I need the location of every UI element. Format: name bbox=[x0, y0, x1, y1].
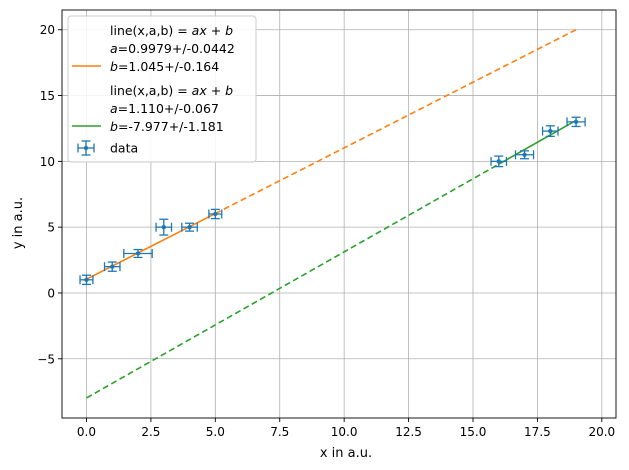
y-axis-ticks: −5 0 5 10 15 20 bbox=[37, 23, 62, 366]
data-point bbox=[514, 150, 535, 160]
data-marker bbox=[573, 119, 579, 125]
y-tick-label: 5 bbox=[47, 221, 55, 235]
x-tick-label: 10.0 bbox=[331, 425, 358, 439]
legend-box bbox=[67, 15, 257, 163]
data-marker bbox=[213, 211, 218, 217]
plot-lines bbox=[86, 28, 577, 399]
legend: line(x,a,b) = ax + b a=0.9979+/-0.0442 b=1… bbox=[67, 15, 257, 163]
fit-extrapolation-line-1 bbox=[214, 28, 577, 215]
legend-fit-param-b: b=-7.977+/-1.181 bbox=[110, 119, 224, 134]
x-tick-label: 2.5 bbox=[141, 425, 160, 439]
data-point bbox=[123, 248, 153, 259]
legend-data-marker bbox=[83, 145, 89, 151]
data-point bbox=[79, 274, 94, 286]
data-point bbox=[490, 155, 508, 168]
data-point bbox=[566, 116, 586, 128]
data-points bbox=[79, 116, 586, 286]
x-tick-label: 0.0 bbox=[77, 425, 96, 439]
legend-fit-param-a: a=0.9979+/-0.0442 bbox=[110, 41, 235, 56]
legend-data-label: data bbox=[110, 141, 138, 156]
data-point bbox=[541, 125, 559, 137]
data-marker bbox=[135, 251, 141, 256]
legend-fit-formula: line(x,a,b) = ax + b bbox=[110, 83, 233, 98]
data-point bbox=[181, 222, 198, 232]
data-marker bbox=[187, 224, 192, 230]
data-marker bbox=[161, 224, 166, 230]
legend-entry-fit-2: line(x,a,b) = ax + b a=1.110+/-0.067 b=-7.… bbox=[72, 83, 233, 134]
fit-line-2 bbox=[498, 119, 577, 165]
y-tick-label: 20 bbox=[40, 23, 55, 37]
x-axis-ticks: 0.0 2.5 5.0 7.5 10.0 12.5 15.0 17.5 20.0 bbox=[77, 418, 615, 439]
x-tick-label: 12.5 bbox=[395, 425, 422, 439]
data-marker bbox=[522, 152, 527, 157]
data-marker bbox=[110, 264, 115, 269]
fit-line-1 bbox=[86, 212, 216, 280]
legend-fit-param-a: a=1.110+/-0.067 bbox=[110, 101, 219, 116]
data-point bbox=[155, 218, 173, 236]
data-point bbox=[208, 208, 223, 220]
y-axis-label: y in a.u. bbox=[11, 197, 26, 249]
x-axis-label: x in a.u. bbox=[320, 446, 372, 461]
x-tick-label: 5.0 bbox=[206, 425, 225, 439]
y-tick-label: −5 bbox=[37, 352, 55, 366]
fit-extrapolation-line-2 bbox=[86, 163, 500, 399]
legend-fit-param-b: b=1.045+/-0.164 bbox=[110, 59, 219, 74]
x-tick-label: 7.5 bbox=[270, 425, 289, 439]
legend-entry-data: data bbox=[77, 140, 138, 156]
x-tick-label: 15.0 bbox=[460, 425, 487, 439]
data-marker bbox=[84, 277, 89, 283]
legend-fit-formula: line(x,a,b) = ax + b bbox=[110, 23, 233, 38]
x-tick-label: 17.5 bbox=[524, 425, 551, 439]
legend-entry-fit-1: line(x,a,b) = ax + b a=0.9979+/-0.0442 b=1… bbox=[72, 23, 235, 74]
data-point bbox=[103, 261, 121, 272]
y-tick-label: 0 bbox=[47, 286, 55, 300]
x-tick-label: 20.0 bbox=[588, 425, 615, 439]
axes-frame bbox=[61, 9, 617, 419]
data-marker bbox=[496, 159, 501, 164]
y-tick-label: 15 bbox=[40, 89, 55, 103]
y-tick-label: 10 bbox=[40, 155, 55, 169]
data-marker bbox=[548, 128, 553, 134]
